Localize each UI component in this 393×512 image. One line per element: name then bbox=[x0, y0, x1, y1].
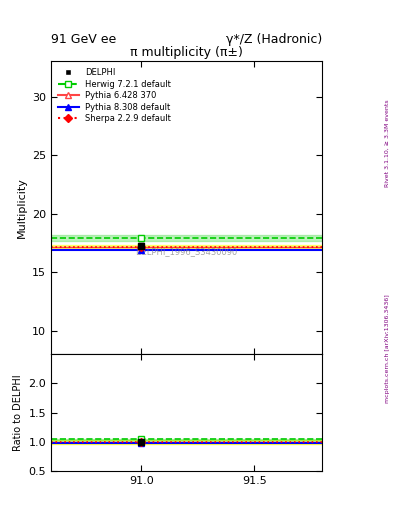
Text: γ*/Z (Hadronic): γ*/Z (Hadronic) bbox=[226, 33, 322, 46]
Y-axis label: Multiplicity: Multiplicity bbox=[17, 177, 27, 238]
Text: 91 GeV ee: 91 GeV ee bbox=[51, 33, 116, 46]
Legend: DELPHI, Herwig 7.2.1 default, Pythia 6.428 370, Pythia 8.308 default, Sherpa 2.2: DELPHI, Herwig 7.2.1 default, Pythia 6.4… bbox=[55, 66, 174, 125]
Title: π multiplicity (π±): π multiplicity (π±) bbox=[130, 46, 243, 59]
Text: Rivet 3.1.10, ≥ 3.3M events: Rivet 3.1.10, ≥ 3.3M events bbox=[385, 99, 389, 187]
Text: DELPHI_1996_S3430090: DELPHI_1996_S3430090 bbox=[136, 247, 238, 256]
Y-axis label: Ratio to DELPHI: Ratio to DELPHI bbox=[13, 374, 23, 451]
Text: mcplots.cern.ch [arXiv:1306.3436]: mcplots.cern.ch [arXiv:1306.3436] bbox=[385, 294, 389, 402]
